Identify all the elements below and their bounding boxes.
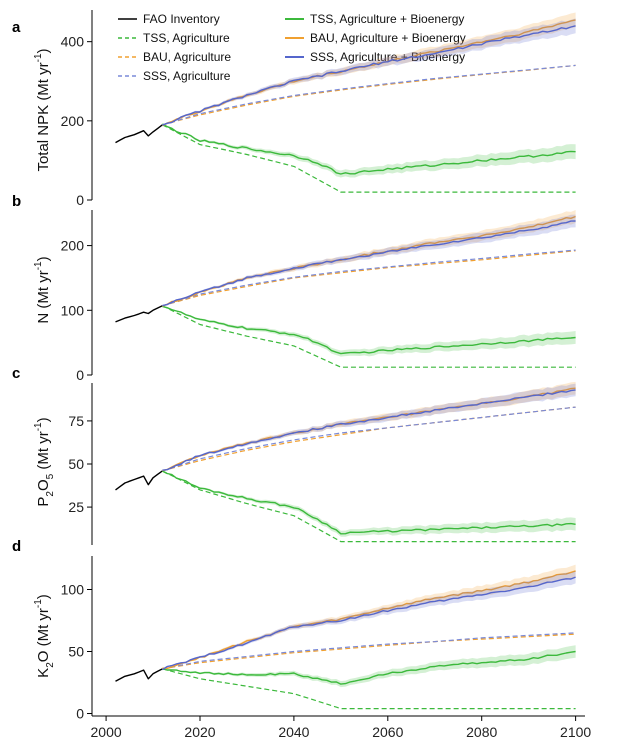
legend-entry-tss-bio: TSS, Agriculture + Bioenergy [285, 12, 464, 26]
line-fao-c [115, 470, 163, 491]
svg-text:TSS, Agriculture: TSS, Agriculture [143, 31, 230, 45]
y-tick-label-c-0: 25 [68, 499, 84, 515]
line-bau_ag-b [162, 250, 576, 307]
band-sss_bio-c [162, 383, 576, 471]
x-axis: 2000 2020 2040 2060 2080 2100 [91, 715, 591, 740]
band-sss_bio-b [162, 214, 576, 307]
line-tss_ag-c [162, 470, 576, 543]
x-tick-label-4: 2080 [466, 724, 497, 740]
x-tick-label-5: 2100 [560, 724, 591, 740]
svg-text:BAU, Agriculture: BAU, Agriculture [143, 50, 231, 64]
panel-c: 25 50 75 [68, 381, 576, 545]
x-tick-label-1: 2020 [184, 724, 215, 740]
line-tss_bio-a [162, 123, 576, 175]
ylabel-panel-c: P2O5 (Mt yr-1) [33, 417, 56, 506]
y-tick-label-b-2: 200 [61, 238, 85, 254]
line-tss_ag-b [162, 305, 576, 368]
band-tss_bio-b [162, 305, 576, 357]
ylabel-panel-a: Total NPK (Mt yr-1) [33, 48, 52, 171]
line-sss_bio-c [162, 389, 576, 471]
x-tick-label-3: 2060 [372, 724, 403, 740]
line-bau_ag-a [162, 64, 576, 126]
line-fao-b [115, 305, 163, 323]
line-sss_ag-d [162, 632, 576, 670]
line-tss_bio-d [162, 650, 576, 685]
ylabel-panel-d: K2O (Mt yr-1) [33, 594, 56, 678]
svg-text:SSS, Agriculture: SSS, Agriculture [143, 69, 231, 83]
svg-text:TSS, Agriculture + Bioenergy: TSS, Agriculture + Bioenergy [310, 12, 464, 26]
y-tick-label-c-1: 50 [68, 456, 84, 472]
x-tick-label-0: 2000 [91, 724, 122, 740]
line-tss_bio-c [162, 470, 576, 535]
line-sss_ag-b [162, 249, 576, 307]
line-sss_bio-b [162, 220, 576, 307]
svg-text:FAO Inventory: FAO Inventory [143, 12, 220, 26]
y-tick-label-b-1: 100 [61, 302, 85, 318]
panel-b: 0 100 200 [61, 210, 576, 383]
y-tick-label-a-0: 0 [76, 192, 84, 208]
y-tick-label-b-0: 0 [76, 367, 84, 383]
panel-letter-c: c [12, 365, 20, 382]
band-bau_bio-b [162, 210, 576, 307]
legend-entry-fao: FAO Inventory [118, 12, 220, 26]
line-sss_ag-c [162, 406, 576, 472]
y-tick-label-a-1: 200 [61, 113, 85, 129]
panel-d: 0 50 100 [61, 556, 576, 722]
y-tick-label-c-2: 75 [68, 413, 84, 429]
panel-letter-d: d [12, 538, 21, 555]
legend-entry-bau-bio: BAU, Agriculture + Bioenergy [285, 31, 466, 45]
y-tick-label-a-2: 400 [61, 34, 85, 50]
line-tss_ag-a [162, 124, 576, 193]
panel-a: 0 200 400 [61, 10, 576, 208]
line-bau_bio-d [162, 570, 576, 670]
svg-text:BAU, Agriculture + Bioenergy: BAU, Agriculture + Bioenergy [310, 31, 466, 45]
line-fao-d [115, 668, 163, 682]
line-sss_bio-a [162, 25, 576, 126]
legend-entry-bau-ag: BAU, Agriculture [118, 50, 231, 64]
y-tick-label-d-2: 100 [61, 581, 85, 597]
band-tss_bio-d [162, 645, 576, 688]
legend-entry-tss-ag: TSS, Agriculture [118, 31, 230, 45]
x-tick-label-2: 2040 [278, 724, 309, 740]
line-bau_bio-b [162, 215, 576, 307]
panel-letter-b: b [12, 193, 21, 210]
band-tss_bio-c [162, 470, 576, 537]
band-bau_bio-c [162, 381, 576, 472]
line-bau_ag-c [162, 406, 576, 472]
legend-entry-sss-bio: SSS, Agriculture + Bioenergy [285, 50, 465, 64]
svg-text:SSS, Agriculture + Bioenergy: SSS, Agriculture + Bioenergy [310, 50, 465, 64]
legend: FAO Inventory TSS, Agriculture BAU, Agri… [118, 12, 466, 83]
line-sss_bio-d [162, 576, 576, 671]
line-sss_ag-a [162, 64, 576, 126]
line-fao-a [115, 124, 163, 144]
band-bau_bio-a [162, 12, 576, 127]
ylabel-panel-b: N (Mt yr-1) [33, 256, 52, 323]
line-tss_bio-b [162, 305, 576, 355]
line-bau_ag-d [162, 633, 576, 670]
legend-entry-sss-ag: SSS, Agriculture [118, 69, 231, 83]
band-tss_bio-a [162, 123, 576, 178]
y-tick-label-d-1: 50 [68, 644, 84, 660]
panel-letter-a: a [12, 19, 21, 36]
line-tss_ag-d [162, 668, 576, 710]
y-tick-label-d-0: 0 [76, 706, 84, 722]
band-bau_bio-d [162, 564, 576, 669]
